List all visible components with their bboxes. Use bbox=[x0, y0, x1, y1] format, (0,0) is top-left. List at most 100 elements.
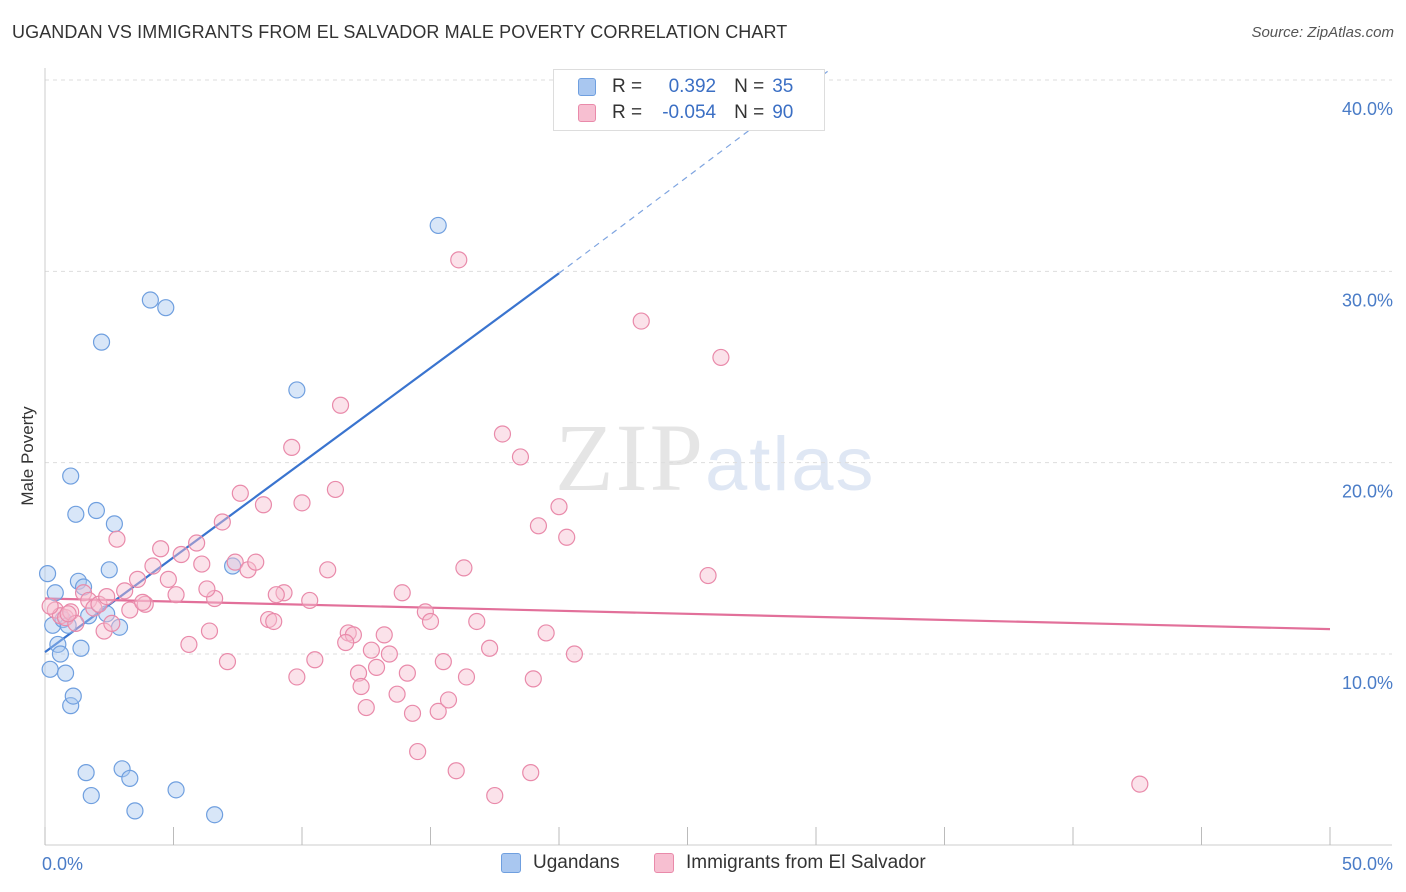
point-el-salvador bbox=[632, 312, 650, 330]
point-el-salvador bbox=[357, 698, 375, 717]
watermark-atlas: atlas bbox=[705, 422, 876, 507]
legend-row-el-salvador: R = -0.054 N = 90 bbox=[578, 101, 793, 125]
point-el-salvador bbox=[398, 664, 416, 682]
point-ugandans bbox=[429, 216, 447, 235]
point-ugandans bbox=[167, 781, 185, 799]
point-el-salvador bbox=[331, 396, 350, 414]
point-el-salvador bbox=[218, 653, 237, 671]
point-el-salvador bbox=[180, 635, 198, 654]
point-el-salvador bbox=[439, 691, 458, 709]
point-ugandans bbox=[126, 802, 144, 820]
y-tick-label: 40.0% bbox=[1342, 99, 1393, 119]
point-el-salvador bbox=[447, 762, 465, 780]
watermark: ZIPatlas bbox=[555, 402, 876, 513]
point-el-salvador bbox=[522, 764, 540, 782]
point-el-salvador bbox=[450, 251, 468, 269]
point-el-salvador bbox=[198, 580, 216, 598]
legend-swatch-el-salvador bbox=[578, 104, 596, 122]
point-ugandans bbox=[67, 505, 85, 523]
point-ugandans bbox=[121, 769, 139, 787]
point-el-salvador bbox=[152, 540, 170, 558]
trend-line-ugandans bbox=[44, 272, 560, 653]
point-el-salvador bbox=[550, 498, 568, 516]
point-el-salvador bbox=[59, 605, 77, 623]
point-el-salvador bbox=[103, 614, 121, 632]
point-ugandans bbox=[92, 333, 111, 351]
point-el-salvador bbox=[388, 685, 406, 703]
point-el-salvador bbox=[362, 641, 380, 659]
legend-r-value: -0.054 bbox=[662, 102, 717, 123]
point-el-salvador bbox=[213, 513, 231, 531]
point-el-salvador bbox=[254, 496, 273, 514]
trend-lines bbox=[44, 69, 1331, 653]
point-ugandans bbox=[206, 806, 224, 824]
point-el-salvador bbox=[524, 670, 542, 688]
chart-title: UGANDAN VS IMMIGRANTS FROM EL SALVADOR M… bbox=[12, 22, 788, 42]
legend-row-ugandans: R = 0.392 N = 35 bbox=[578, 75, 793, 99]
point-el-salvador bbox=[537, 624, 555, 642]
legend-n-label: N = bbox=[734, 76, 765, 97]
point-ugandans bbox=[38, 565, 57, 583]
point-el-salvador bbox=[468, 612, 486, 631]
point-el-salvador bbox=[128, 570, 147, 588]
data-points bbox=[38, 216, 1149, 824]
point-el-salvador bbox=[108, 530, 126, 548]
point-el-salvador bbox=[429, 702, 447, 721]
trend-line-ugandans-extension bbox=[558, 69, 830, 274]
legend-n-value: 35 bbox=[772, 76, 794, 97]
point-el-salvador bbox=[293, 494, 311, 512]
legend-swatch-el-salvador bbox=[654, 853, 674, 873]
legend-n-value: 90 bbox=[772, 102, 794, 123]
point-el-salvador bbox=[565, 645, 584, 663]
point-el-salvador bbox=[247, 553, 265, 571]
legend-label-ugandans: Ugandans bbox=[533, 852, 620, 873]
point-ugandans bbox=[49, 635, 67, 654]
point-ugandans bbox=[141, 291, 159, 309]
point-el-salvador bbox=[159, 570, 177, 588]
point-ugandans bbox=[77, 764, 95, 782]
legend-swatch-ugandans bbox=[578, 78, 596, 96]
point-el-salvador bbox=[434, 653, 452, 671]
point-el-salvador bbox=[231, 484, 249, 502]
point-ugandans bbox=[100, 561, 118, 579]
x-tick-label: 50.0% bbox=[1342, 854, 1393, 874]
point-el-salvador bbox=[409, 742, 427, 761]
point-el-salvador bbox=[481, 639, 499, 657]
point-el-salvador bbox=[712, 348, 730, 367]
point-el-salvador bbox=[172, 545, 190, 564]
x-tick-label: 0.0% bbox=[42, 854, 83, 874]
point-el-salvador bbox=[267, 586, 285, 604]
point-ugandans bbox=[64, 687, 82, 705]
point-el-salvador bbox=[167, 586, 185, 604]
series-legend: Ugandans Immigrants from El Salvador bbox=[0, 852, 1406, 876]
point-el-salvador bbox=[98, 587, 116, 606]
point-el-salvador bbox=[352, 677, 370, 696]
point-el-salvador bbox=[403, 704, 422, 722]
axes bbox=[44, 68, 1392, 846]
legend-swatch-ugandans bbox=[501, 853, 521, 873]
point-el-salvador bbox=[41, 597, 59, 615]
legend-n-label: N = bbox=[734, 102, 765, 123]
point-el-salvador bbox=[193, 555, 211, 573]
point-el-salvador bbox=[416, 603, 434, 621]
watermark-zip: ZIP bbox=[555, 404, 705, 511]
point-ugandans bbox=[72, 639, 90, 657]
point-el-salvador bbox=[421, 612, 440, 631]
point-el-salvador bbox=[306, 651, 324, 669]
point-el-salvador bbox=[1131, 775, 1149, 793]
legend-r-label: R = bbox=[612, 102, 643, 123]
legend-item-ugandans[interactable]: Ugandans bbox=[501, 852, 620, 874]
point-el-salvador bbox=[699, 566, 717, 585]
point-ugandans bbox=[288, 381, 306, 399]
point-el-salvador bbox=[393, 584, 411, 602]
y-tick-label: 20.0% bbox=[1342, 482, 1393, 502]
point-el-salvador bbox=[529, 517, 548, 535]
point-el-salvador bbox=[337, 633, 355, 652]
point-el-salvador bbox=[288, 668, 306, 686]
legend-label-el-salvador: Immigrants from El Salvador bbox=[686, 852, 926, 873]
point-ugandans bbox=[62, 467, 80, 485]
legend-item-el-salvador[interactable]: Immigrants from El Salvador bbox=[654, 852, 926, 874]
point-el-salvador bbox=[134, 593, 152, 611]
point-el-salvador bbox=[367, 658, 386, 676]
